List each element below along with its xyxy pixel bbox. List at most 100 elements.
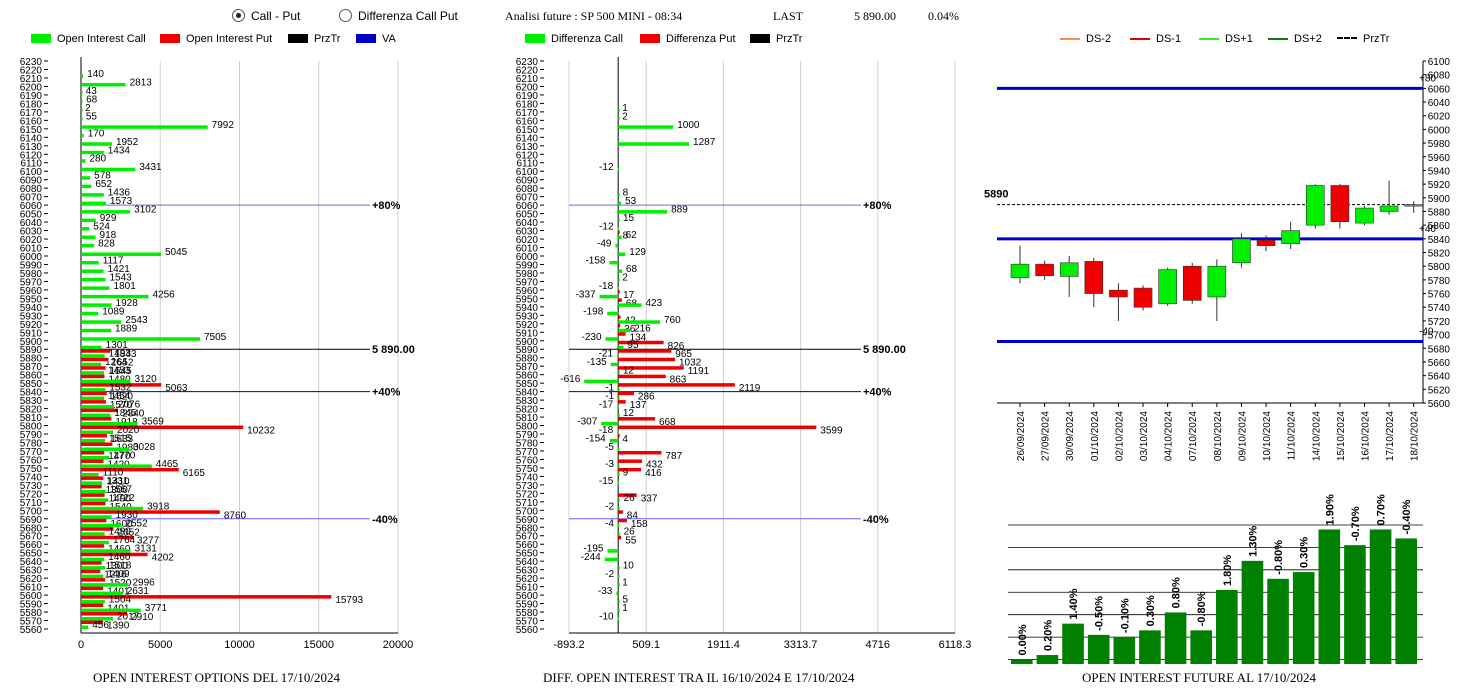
future-candlestick-chart: 6100 6080 6060 6040 6020 6000 5980 5960 5940 5920… — [984, 57, 1451, 461]
put-bar — [81, 374, 105, 379]
put-bar — [618, 467, 642, 472]
pct-bar — [1062, 623, 1084, 664]
strike-label: 6010 — [20, 244, 43, 255]
x-tick-label: 10000 — [224, 639, 255, 651]
call-value-label: -616 — [560, 374, 580, 385]
candle-body — [1010, 263, 1030, 279]
put-bar — [81, 434, 107, 438]
put-bar — [81, 578, 106, 582]
strike-label: 6000 — [516, 252, 539, 263]
y-tick-label: 5680 — [1428, 344, 1451, 355]
put-bar — [618, 518, 627, 523]
strike-label: 5860 — [516, 371, 539, 382]
radio-differenza[interactable]: Differenza Call Put — [339, 9, 458, 23]
pct-bar-label: -0.80% — [1273, 540, 1285, 575]
reference-line-label: +80% — [863, 200, 892, 212]
call-bar — [617, 227, 620, 231]
strike-label: 5760 — [20, 455, 43, 466]
strike-label: 5560 — [20, 625, 43, 636]
put-bar — [618, 510, 623, 514]
call-bar — [81, 498, 109, 502]
strike-label: 6140 — [516, 133, 539, 144]
strike-label: 6020 — [516, 235, 539, 246]
y-tick-label: 5900 — [1428, 194, 1451, 205]
strike-label: 5730 — [20, 481, 43, 492]
pct-bar-label: 0.30% — [1145, 595, 1157, 626]
y-tick-label: 5920 — [1428, 180, 1451, 191]
strike-label: 6150 — [20, 125, 43, 136]
put-bar — [81, 603, 104, 608]
put-bar — [81, 510, 220, 514]
strike-label: 6140 — [20, 133, 43, 144]
x-tick-label: 26/09/2024 — [1016, 411, 1027, 461]
call-bar — [81, 303, 112, 307]
strike-label: 6040 — [516, 218, 539, 229]
call-bar — [618, 566, 620, 570]
legend-ds-2: DS-2 — [1060, 33, 1111, 45]
call-value-label: -17 — [599, 400, 614, 411]
call-value-label: -154 — [586, 433, 606, 444]
strike-label: 6230 — [20, 57, 43, 68]
x-tick-label: -893.2 — [553, 639, 584, 651]
call-value-label: 760 — [664, 315, 681, 326]
call-bar — [607, 311, 619, 316]
legend-ds+2: DS+2 — [1268, 33, 1322, 45]
strike-label: 5620 — [20, 574, 43, 585]
call-bar — [617, 405, 619, 409]
call-value-label: 15 — [623, 213, 635, 224]
strike-label: 5710 — [516, 498, 539, 509]
strike-label: 6100 — [20, 167, 43, 178]
strike-label: 5590 — [516, 600, 539, 611]
legend-przTr-label: PrzTr — [314, 33, 341, 45]
strike-label: 5970 — [516, 277, 539, 288]
call-bar — [618, 608, 620, 613]
call-bar — [618, 218, 620, 223]
put-bar — [81, 408, 119, 413]
call-value-label: 1801 — [114, 281, 137, 292]
strike-label: 5630 — [20, 566, 43, 577]
legend-oi-put: Open Interest Put — [160, 33, 272, 45]
put-bar — [618, 230, 620, 235]
x-tick-label: 08/10/2024 — [1213, 411, 1224, 461]
strike-label: 5820 — [20, 405, 43, 416]
legend-diff-call: Differenza Call — [525, 33, 623, 45]
call-bar — [81, 489, 106, 494]
put-bar — [618, 349, 672, 353]
strike-label: 6040 — [20, 218, 43, 229]
strike-label: 5780 — [516, 438, 539, 449]
call-value-label: 12 — [623, 408, 635, 419]
put-bar — [81, 476, 104, 480]
put-bar — [81, 535, 133, 540]
put-bar — [81, 467, 179, 472]
strike-label: 5850 — [516, 379, 539, 390]
y-tick-label: 5600 — [1428, 399, 1451, 410]
call-bar — [618, 252, 626, 256]
strike-label: 5910 — [516, 328, 539, 339]
put-value-label: 668 — [659, 417, 676, 428]
call-value-label: -337 — [576, 289, 596, 300]
call-value-label: 1301 — [106, 340, 129, 351]
legend-right-przTr: PrzTr — [1337, 33, 1389, 45]
call-value-label: 1504 — [109, 595, 132, 606]
put-value-label: 1032 — [679, 358, 702, 369]
put-bar — [81, 357, 108, 362]
strike-label: 5840 — [516, 388, 539, 399]
call-bar — [81, 574, 104, 579]
pct-bar-label: -0.50% — [1094, 596, 1106, 631]
strike-label: 5870 — [20, 362, 43, 373]
call-value-label: 3131 — [135, 544, 158, 555]
call-value-label: 26 — [624, 493, 636, 504]
strike-label: 5610 — [516, 583, 539, 594]
radio-call-put[interactable]: Call - Put — [232, 9, 300, 23]
call-value-label: 68 — [626, 264, 638, 275]
call-bar — [616, 591, 619, 596]
put-value-label: 1620 — [111, 392, 134, 403]
call-bar — [618, 600, 620, 604]
strike-label: 5740 — [516, 472, 539, 483]
call-value-label: 10 — [623, 561, 635, 572]
call-value-label: 3918 — [147, 501, 170, 512]
strike-label: 5920 — [516, 320, 539, 331]
strike-label: 6170 — [516, 108, 539, 119]
call-bar — [81, 193, 104, 197]
strike-label: 6190 — [516, 91, 539, 102]
